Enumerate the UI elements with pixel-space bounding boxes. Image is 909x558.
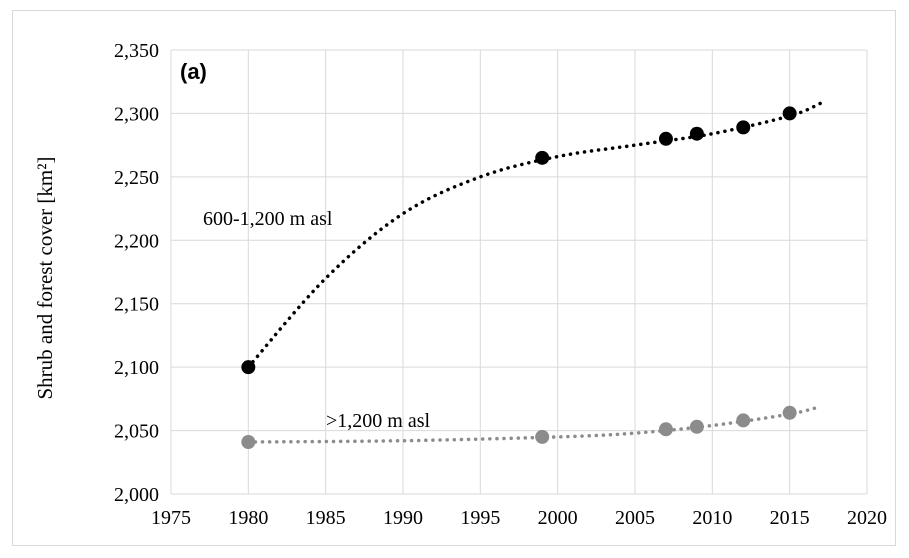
y-tick-label: 2,150	[114, 294, 159, 316]
x-tick-label: 1990	[383, 507, 423, 529]
y-tick-labels: 2,000 2,050 2,100 2,150 2,200 2,250 2,300 2,350	[114, 40, 159, 506]
data-point-series-1	[658, 131, 673, 146]
x-tick-label: 2015	[770, 507, 810, 529]
data-point-series-2	[689, 419, 704, 434]
data-point-series-1	[782, 106, 797, 121]
x-tick-label: 2020	[847, 507, 887, 529]
data-point-series-1	[736, 120, 751, 135]
x-tick-label: 1975	[151, 507, 191, 529]
x-tick-label: 1985	[306, 507, 346, 529]
trendlines	[246, 101, 823, 444]
y-tick-label: 2,000	[114, 484, 159, 506]
y-tick-label: 2,050	[114, 421, 159, 443]
y-axis-title: Shrub and forest cover [km²]	[33, 156, 57, 399]
y-tick-label: 2,250	[114, 167, 159, 189]
grid-lines	[170, 49, 868, 495]
y-tick-label: 2,100	[114, 357, 159, 379]
data-point-series-2	[782, 405, 797, 420]
data-point-series-1	[535, 150, 550, 165]
y-tick-label: 2,200	[114, 230, 159, 252]
series-label-above-1200: >1,200 m asl	[326, 410, 430, 432]
data-point-series-2	[535, 429, 550, 444]
panel-label: (a)	[180, 59, 207, 84]
trendline-series-1	[246, 101, 823, 369]
x-tick-label: 1995	[460, 507, 500, 529]
chart-frame	[12, 10, 896, 546]
x-tick-labels: 1975 1980 1985 1990 1995 2000 2005 2010 2015 2020	[151, 507, 887, 529]
x-tick-label: 2010	[692, 507, 732, 529]
y-tick-label: 2,300	[114, 103, 159, 125]
data-point-series-2	[658, 422, 673, 437]
x-tick-label: 2005	[615, 507, 655, 529]
y-tick-label: 2,350	[114, 40, 159, 62]
x-tick-label: 2000	[538, 507, 578, 529]
x-tick-label: 1980	[228, 507, 268, 529]
data-point-series-1	[241, 360, 256, 375]
data-points	[241, 106, 797, 449]
series-label-600-1200: 600-1,200 m asl	[203, 208, 333, 230]
data-point-series-1	[689, 126, 704, 141]
data-point-series-2	[241, 434, 256, 449]
data-point-series-2	[736, 413, 751, 428]
